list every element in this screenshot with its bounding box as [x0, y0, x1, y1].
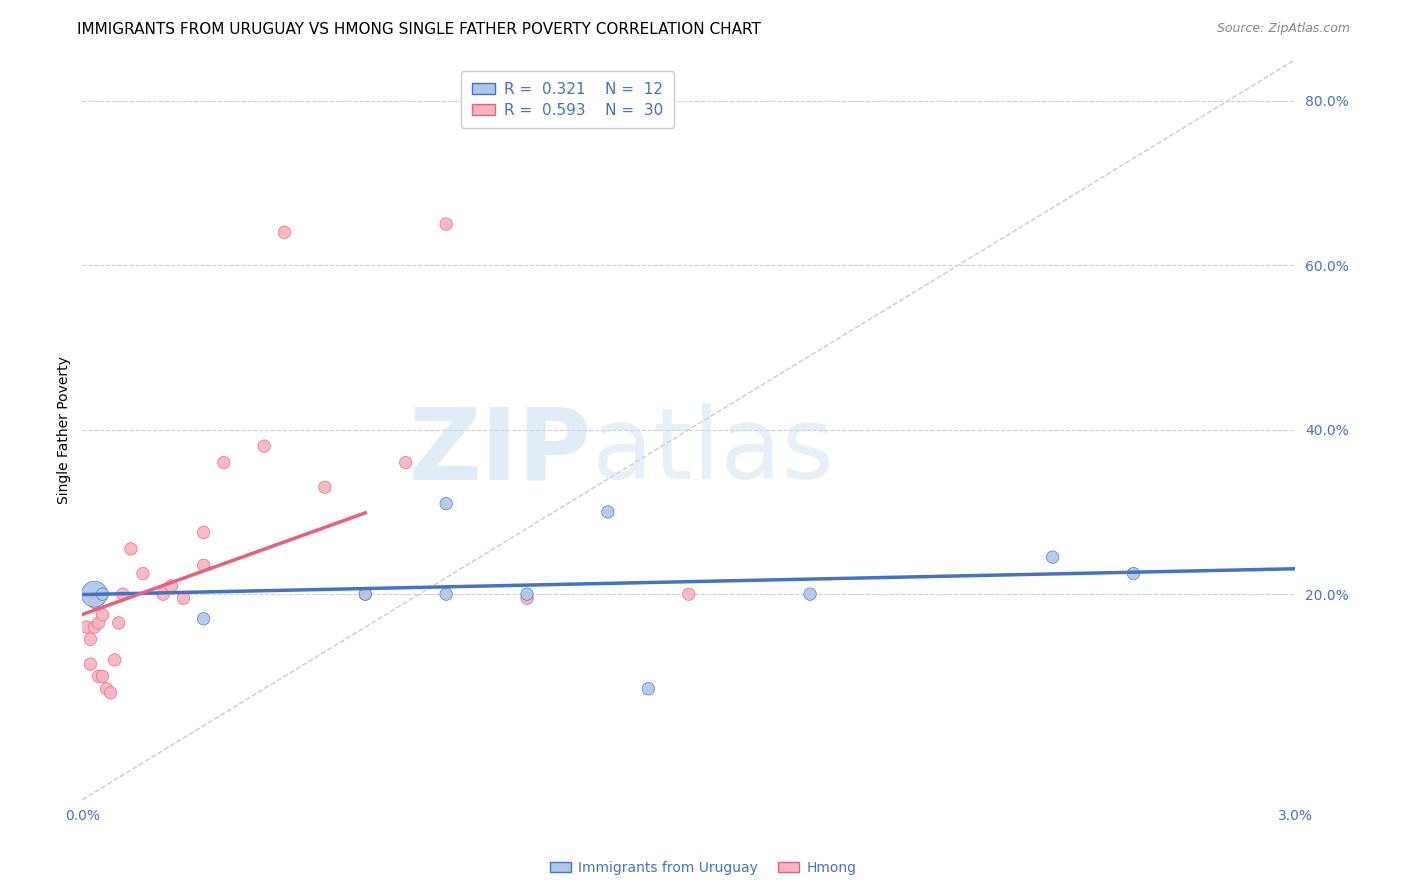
Point	[91, 607, 114, 622]
Point	[354, 587, 377, 601]
Point	[434, 217, 457, 231]
Point	[799, 587, 821, 601]
Point	[160, 579, 183, 593]
Point	[100, 686, 122, 700]
Point	[75, 620, 97, 634]
Point	[79, 657, 101, 671]
Point	[107, 615, 129, 630]
Point	[516, 591, 538, 606]
Y-axis label: Single Father Poverty: Single Father Poverty	[58, 356, 72, 504]
Legend: Immigrants from Uruguay, Hmong: Immigrants from Uruguay, Hmong	[544, 855, 862, 880]
Point	[120, 541, 142, 556]
Point	[96, 681, 118, 696]
Point	[104, 653, 127, 667]
Point	[193, 612, 215, 626]
Point	[678, 587, 700, 601]
Point	[434, 587, 457, 601]
Legend: R =  0.321    N =  12, R =  0.593    N =  30: R = 0.321 N = 12, R = 0.593 N = 30	[461, 71, 673, 128]
Point	[434, 497, 457, 511]
Point	[193, 558, 215, 573]
Text: IMMIGRANTS FROM URUGUAY VS HMONG SINGLE FATHER POVERTY CORRELATION CHART: IMMIGRANTS FROM URUGUAY VS HMONG SINGLE …	[77, 22, 761, 37]
Point	[637, 681, 659, 696]
Point	[91, 587, 114, 601]
Point	[1122, 566, 1144, 581]
Point	[111, 587, 134, 601]
Text: ZIP: ZIP	[409, 403, 592, 500]
Point	[1042, 550, 1064, 565]
Point	[212, 456, 235, 470]
Point	[395, 456, 418, 470]
Point	[91, 669, 114, 683]
Point	[79, 632, 101, 647]
Point	[354, 587, 377, 601]
Point	[87, 615, 110, 630]
Point	[83, 620, 105, 634]
Point	[516, 587, 538, 601]
Point	[172, 591, 194, 606]
Point	[152, 587, 174, 601]
Text: atlas: atlas	[592, 403, 834, 500]
Point	[193, 525, 215, 540]
Point	[87, 669, 110, 683]
Text: Source: ZipAtlas.com: Source: ZipAtlas.com	[1216, 22, 1350, 36]
Point	[273, 225, 295, 239]
Point	[83, 587, 105, 601]
Point	[253, 439, 276, 453]
Point	[132, 566, 155, 581]
Point	[314, 480, 336, 494]
Point	[83, 595, 105, 609]
Point	[596, 505, 619, 519]
